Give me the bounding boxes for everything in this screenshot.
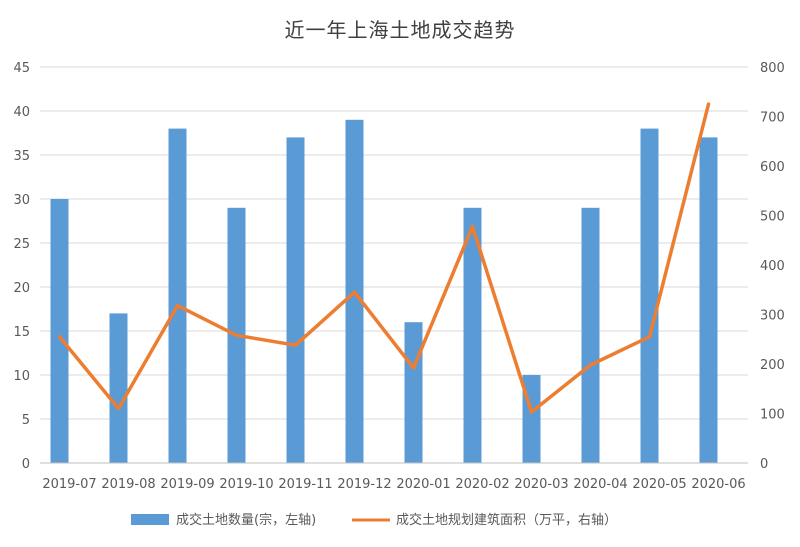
bar bbox=[581, 207, 600, 463]
category-label: 2020-01 bbox=[396, 477, 450, 492]
left-tick-label: 0 bbox=[22, 457, 30, 472]
left-tick-label: 5 bbox=[22, 413, 30, 428]
bar bbox=[640, 128, 659, 463]
bar-series bbox=[50, 119, 718, 464]
category-label: 2019-11 bbox=[278, 477, 332, 492]
category-label: 2019-07 bbox=[42, 477, 96, 492]
bar bbox=[286, 137, 305, 463]
category-label: 2020-03 bbox=[514, 477, 568, 492]
bar bbox=[109, 313, 128, 463]
legend-line-label: 成交土地规划建筑面积（万平，右轴） bbox=[396, 512, 617, 528]
right-tick-label: 100 bbox=[760, 408, 785, 423]
left-tick-label: 45 bbox=[13, 61, 30, 76]
right-tick-label: 400 bbox=[760, 259, 785, 274]
line-series bbox=[57, 102, 711, 414]
left-axis-ticks: 0 5 10 15 20 25 30 35 40 45 bbox=[13, 61, 30, 472]
category-label: 2020-06 bbox=[691, 477, 745, 492]
series-line bbox=[57, 102, 711, 414]
left-tick-label: 30 bbox=[13, 193, 30, 208]
left-tick-label: 35 bbox=[13, 149, 30, 164]
gridlines bbox=[40, 66, 748, 420]
left-tick-label: 15 bbox=[13, 325, 30, 340]
category-label: 2020-02 bbox=[455, 477, 509, 492]
category-label: 2020-04 bbox=[573, 477, 627, 492]
category-label: 2020-05 bbox=[632, 477, 686, 492]
right-tick-label: 500 bbox=[760, 210, 785, 225]
bar bbox=[404, 322, 423, 463]
left-tick-label: 20 bbox=[13, 281, 30, 296]
bar bbox=[699, 137, 718, 463]
category-label: 2019-09 bbox=[160, 477, 214, 492]
right-tick-label: 800 bbox=[760, 61, 785, 76]
left-tick-label: 10 bbox=[13, 369, 30, 384]
left-tick-label: 25 bbox=[13, 237, 30, 252]
legend-bar-label: 成交土地数量(宗，左轴) bbox=[176, 512, 316, 528]
right-tick-label: 0 bbox=[760, 457, 768, 472]
category-label: 2019-12 bbox=[337, 477, 391, 492]
left-tick-label: 40 bbox=[13, 105, 30, 120]
right-tick-label: 700 bbox=[760, 111, 785, 126]
chart-title: 近一年上海土地成交趋势 bbox=[284, 18, 516, 42]
right-axis-ticks: 0 100 200 300 400 500 600 700 800 bbox=[760, 61, 785, 472]
legend-bar-swatch bbox=[131, 514, 169, 525]
category-label: 2019-08 bbox=[101, 477, 155, 492]
category-labels: 2019-07 2019-08 2019-09 2019-10 2019-11 2019-… bbox=[42, 477, 745, 492]
bar bbox=[50, 199, 69, 463]
legend: 成交土地数量(宗，左轴) 成交土地规划建筑面积（万平，右轴） bbox=[131, 512, 617, 528]
right-tick-label: 300 bbox=[760, 309, 785, 324]
category-label: 2019-10 bbox=[219, 477, 273, 492]
bar bbox=[168, 128, 187, 463]
right-tick-label: 600 bbox=[760, 160, 785, 175]
right-tick-label: 200 bbox=[760, 358, 785, 373]
bar bbox=[463, 207, 482, 463]
